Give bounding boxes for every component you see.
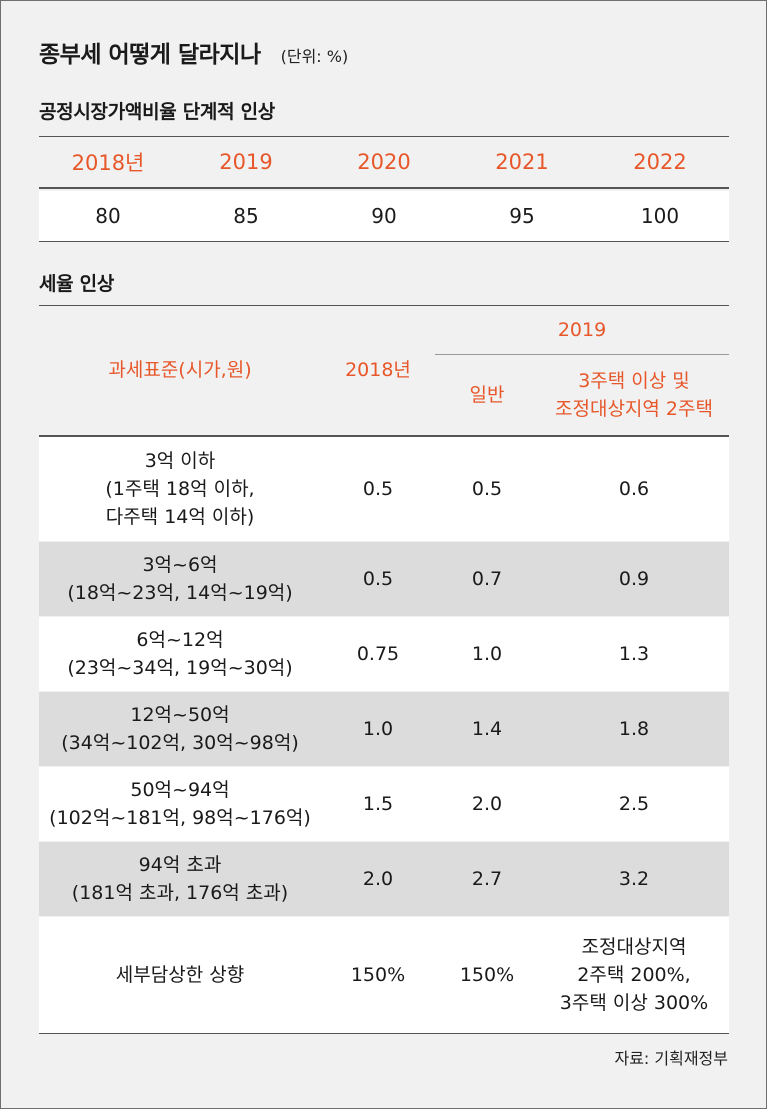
rate-2018: 1.5: [362, 793, 394, 815]
title-row: 종부세 어떻게 달라지나 (단위: %): [39, 35, 348, 69]
year-cell: 2018년: [71, 151, 145, 175]
year-cell: 2021: [495, 150, 549, 174]
base-line: (1주택 18억 이하,: [105, 478, 255, 500]
ratio-value: 100: [640, 204, 680, 228]
header-2019-group: 2019 일반 3주택 이상 및 조정대상지역 2주택: [435, 306, 729, 434]
base-line: 6억~12억: [136, 629, 224, 651]
cap-2018: 150%: [350, 964, 406, 986]
rate-table-header: 과세표준(시가,원) 2018년 2019 일반 3주택 이상 및 조정대상지역…: [39, 306, 729, 434]
base-cell: 12억~50억 (34억~102억, 30억~98억): [39, 692, 321, 766]
rate-general: 2.7: [471, 868, 503, 890]
base-cell: 3억~6억 (18억~23억, 14억~19억): [39, 542, 321, 616]
rate-2018: 2.0: [362, 868, 394, 890]
cap-multi-line: 2주택 200%,: [577, 964, 691, 986]
rate-2018: 0.75: [356, 643, 400, 665]
ratio-value: 80: [95, 204, 121, 228]
year-cell: 2020: [357, 150, 411, 174]
source-note: 자료: 기획재정부: [614, 1049, 728, 1068]
divider: [39, 187, 729, 189]
cap-multi-line: 3주택 이상 300%: [559, 992, 709, 1014]
rate-general: 0.7: [471, 568, 503, 590]
ratio-years-row: 2018년 2019 2020 2021 2022: [39, 137, 729, 187]
section1-heading: 공정시장가액비율 단계적 인상: [39, 101, 275, 123]
table-row: 6억~12억 (23억~34억, 19억~30억) 0.75 1.0 1.3: [39, 617, 729, 691]
table-row: 3억 이하 (1주택 18억 이하, 다주택 14억 이하) 0.5 0.5 0…: [39, 437, 729, 541]
table-row: 50억~94억 (102억~181억, 98억~176억) 1.5 2.0 2.…: [39, 767, 729, 841]
header-base: 과세표준(시가,원): [108, 359, 252, 381]
table-row: 94억 초과 (181억 초과, 176억 초과) 2.0 2.7 3.2: [39, 842, 729, 916]
rate-multi: 0.9: [618, 568, 650, 590]
cap-label: 세부담상한 상향: [115, 964, 245, 986]
header-general: 일반: [469, 384, 505, 406]
base-cell: 3억 이하 (1주택 18억 이하, 다주택 14억 이하): [39, 437, 321, 541]
base-line: (181억 초과, 176억 초과): [71, 882, 289, 904]
rate-general: 1.4: [471, 718, 503, 740]
divider: [39, 1033, 729, 1034]
section2-heading: 세율 인상: [39, 273, 115, 295]
rate-multi: 1.8: [618, 718, 650, 740]
base-line: (23억~34억, 19억~30억): [67, 657, 293, 679]
base-line: (102억~181억, 98억~176억): [49, 807, 311, 829]
unit-note: (단위: %): [280, 47, 349, 66]
divider: [39, 305, 729, 306]
rate-multi: 2.5: [618, 793, 650, 815]
divider: [39, 136, 729, 137]
divider: [39, 435, 729, 437]
base-cell: 50억~94억 (102억~181억, 98억~176억): [39, 767, 321, 841]
cap-general: 150%: [459, 964, 515, 986]
rate-general: 2.0: [471, 793, 503, 815]
base-cell: 6억~12억 (23억~34억, 19억~30억): [39, 617, 321, 691]
divider: [39, 241, 729, 242]
rate-general: 1.0: [471, 643, 503, 665]
header-multi: 3주택 이상 및 조정대상지역 2주택: [539, 355, 729, 435]
rate-2018: 0.5: [362, 568, 394, 590]
table-row: 3억~6억 (18억~23억, 14억~19억) 0.5 0.7 0.9: [39, 542, 729, 616]
base-line: 3억 이하: [144, 450, 216, 472]
base-line: 50억~94억: [130, 779, 230, 801]
year-cell: 2022: [633, 150, 687, 174]
ratio-values-row: 80 85 90 95 100: [39, 191, 729, 241]
cap-multi: 조정대상지역 2주택 200%, 3주택 이상 300%: [539, 917, 729, 1033]
header-multi-line: 조정대상지역 2주택: [555, 398, 713, 420]
header-2019: 2019: [557, 319, 607, 341]
cap-row: 세부담상한 상향 150% 150% 조정대상지역 2주택 200%, 3주택 …: [39, 917, 729, 1033]
base-line: 94억 초과: [138, 854, 222, 876]
header-2018: 2018년: [345, 359, 411, 381]
base-line: 12억~50억: [130, 704, 230, 726]
rate-2018: 0.5: [362, 478, 394, 500]
base-line: (18억~23억, 14억~19억): [67, 582, 293, 604]
page-title: 종부세 어떻게 달라지나: [39, 42, 261, 68]
base-line: (34억~102억, 30억~98억): [61, 732, 299, 754]
table-row: 12억~50억 (34억~102억, 30억~98억) 1.0 1.4 1.8: [39, 692, 729, 766]
rate-multi: 0.6: [618, 478, 650, 500]
rate-general: 0.5: [471, 478, 503, 500]
base-cell: 94억 초과 (181억 초과, 176억 초과): [39, 842, 321, 916]
rate-multi: 3.2: [618, 868, 650, 890]
cap-multi-line: 조정대상지역: [581, 936, 687, 958]
ratio-value: 95: [509, 204, 535, 228]
header-multi-line: 3주택 이상 및: [578, 370, 690, 392]
year-cell: 2019: [219, 150, 273, 174]
rate-multi: 1.3: [618, 643, 650, 665]
ratio-value: 90: [371, 204, 397, 228]
divider: [435, 354, 729, 355]
header-2019-sub: 일반 3주택 이상 및 조정대상지역 2주택: [435, 355, 729, 435]
rate-2018: 1.0: [362, 718, 394, 740]
base-line: 다주택 14억 이하): [105, 506, 255, 528]
ratio-value: 85: [233, 204, 259, 228]
base-line: 3억~6억: [142, 554, 218, 576]
